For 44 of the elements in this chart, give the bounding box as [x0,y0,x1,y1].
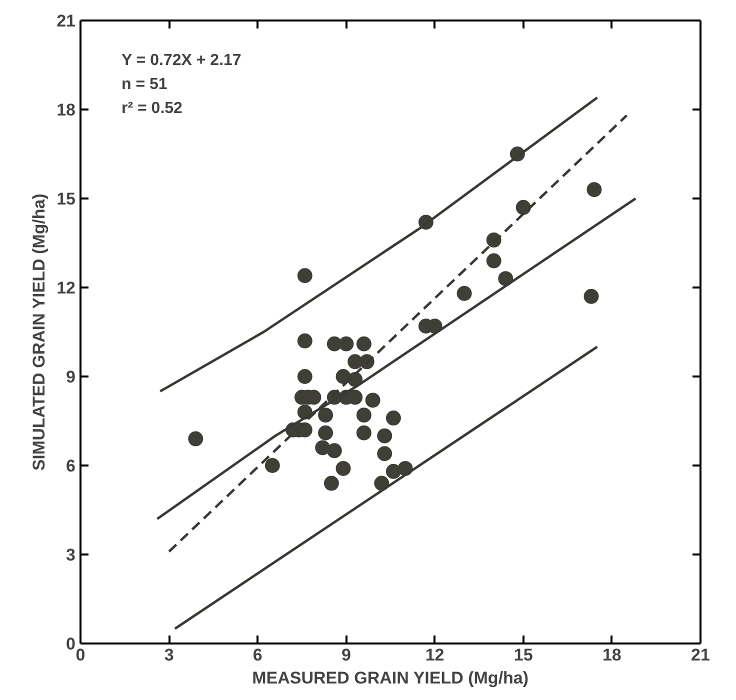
x-tick-label: 18 [602,646,622,664]
point [326,443,342,458]
point [586,182,602,198]
x-tick-label: 3 [164,646,174,664]
point [516,200,531,215]
y-tick-label: 21 [56,12,76,30]
x-tick-label: 9 [341,646,351,664]
x-tick-label: 15 [514,646,533,664]
point [297,333,312,348]
y-tick-label: 18 [56,100,76,120]
point [356,408,372,423]
point [386,410,401,426]
point [338,336,354,352]
annotation: r² = 0.52 [122,100,183,117]
annotation: Y = 0.72X + 2.17 [122,52,242,69]
point [297,369,312,384]
point [386,464,401,479]
point [486,253,502,268]
point [356,425,372,440]
point [315,440,330,456]
point [377,428,392,444]
y-tick-label: 15 [56,190,76,208]
y-tick-label: 6 [66,456,76,476]
point [336,460,351,476]
point [318,408,334,423]
y-tick-label: 9 [66,368,76,386]
point [297,268,312,284]
point [188,431,204,446]
point [318,425,334,440]
x-tick-label: 6 [252,646,262,664]
x-axis-title: MEASURED GRAIN YIELD (Mg/ha) [252,668,529,688]
point [264,458,280,473]
point [324,476,339,491]
y-tick-label: 12 [56,278,76,298]
point [356,336,372,352]
y-axis-title: SIMULATED GRAIN YIELD (Mg/ha) [30,194,49,471]
x-tick-label: 21 [691,646,710,664]
x-tick-label: 12 [425,646,444,664]
y-tick-label: 3 [66,546,76,564]
point [365,392,380,408]
point [456,286,472,301]
point [584,288,599,304]
point [377,446,392,462]
annotation: n = 51 [122,76,168,93]
